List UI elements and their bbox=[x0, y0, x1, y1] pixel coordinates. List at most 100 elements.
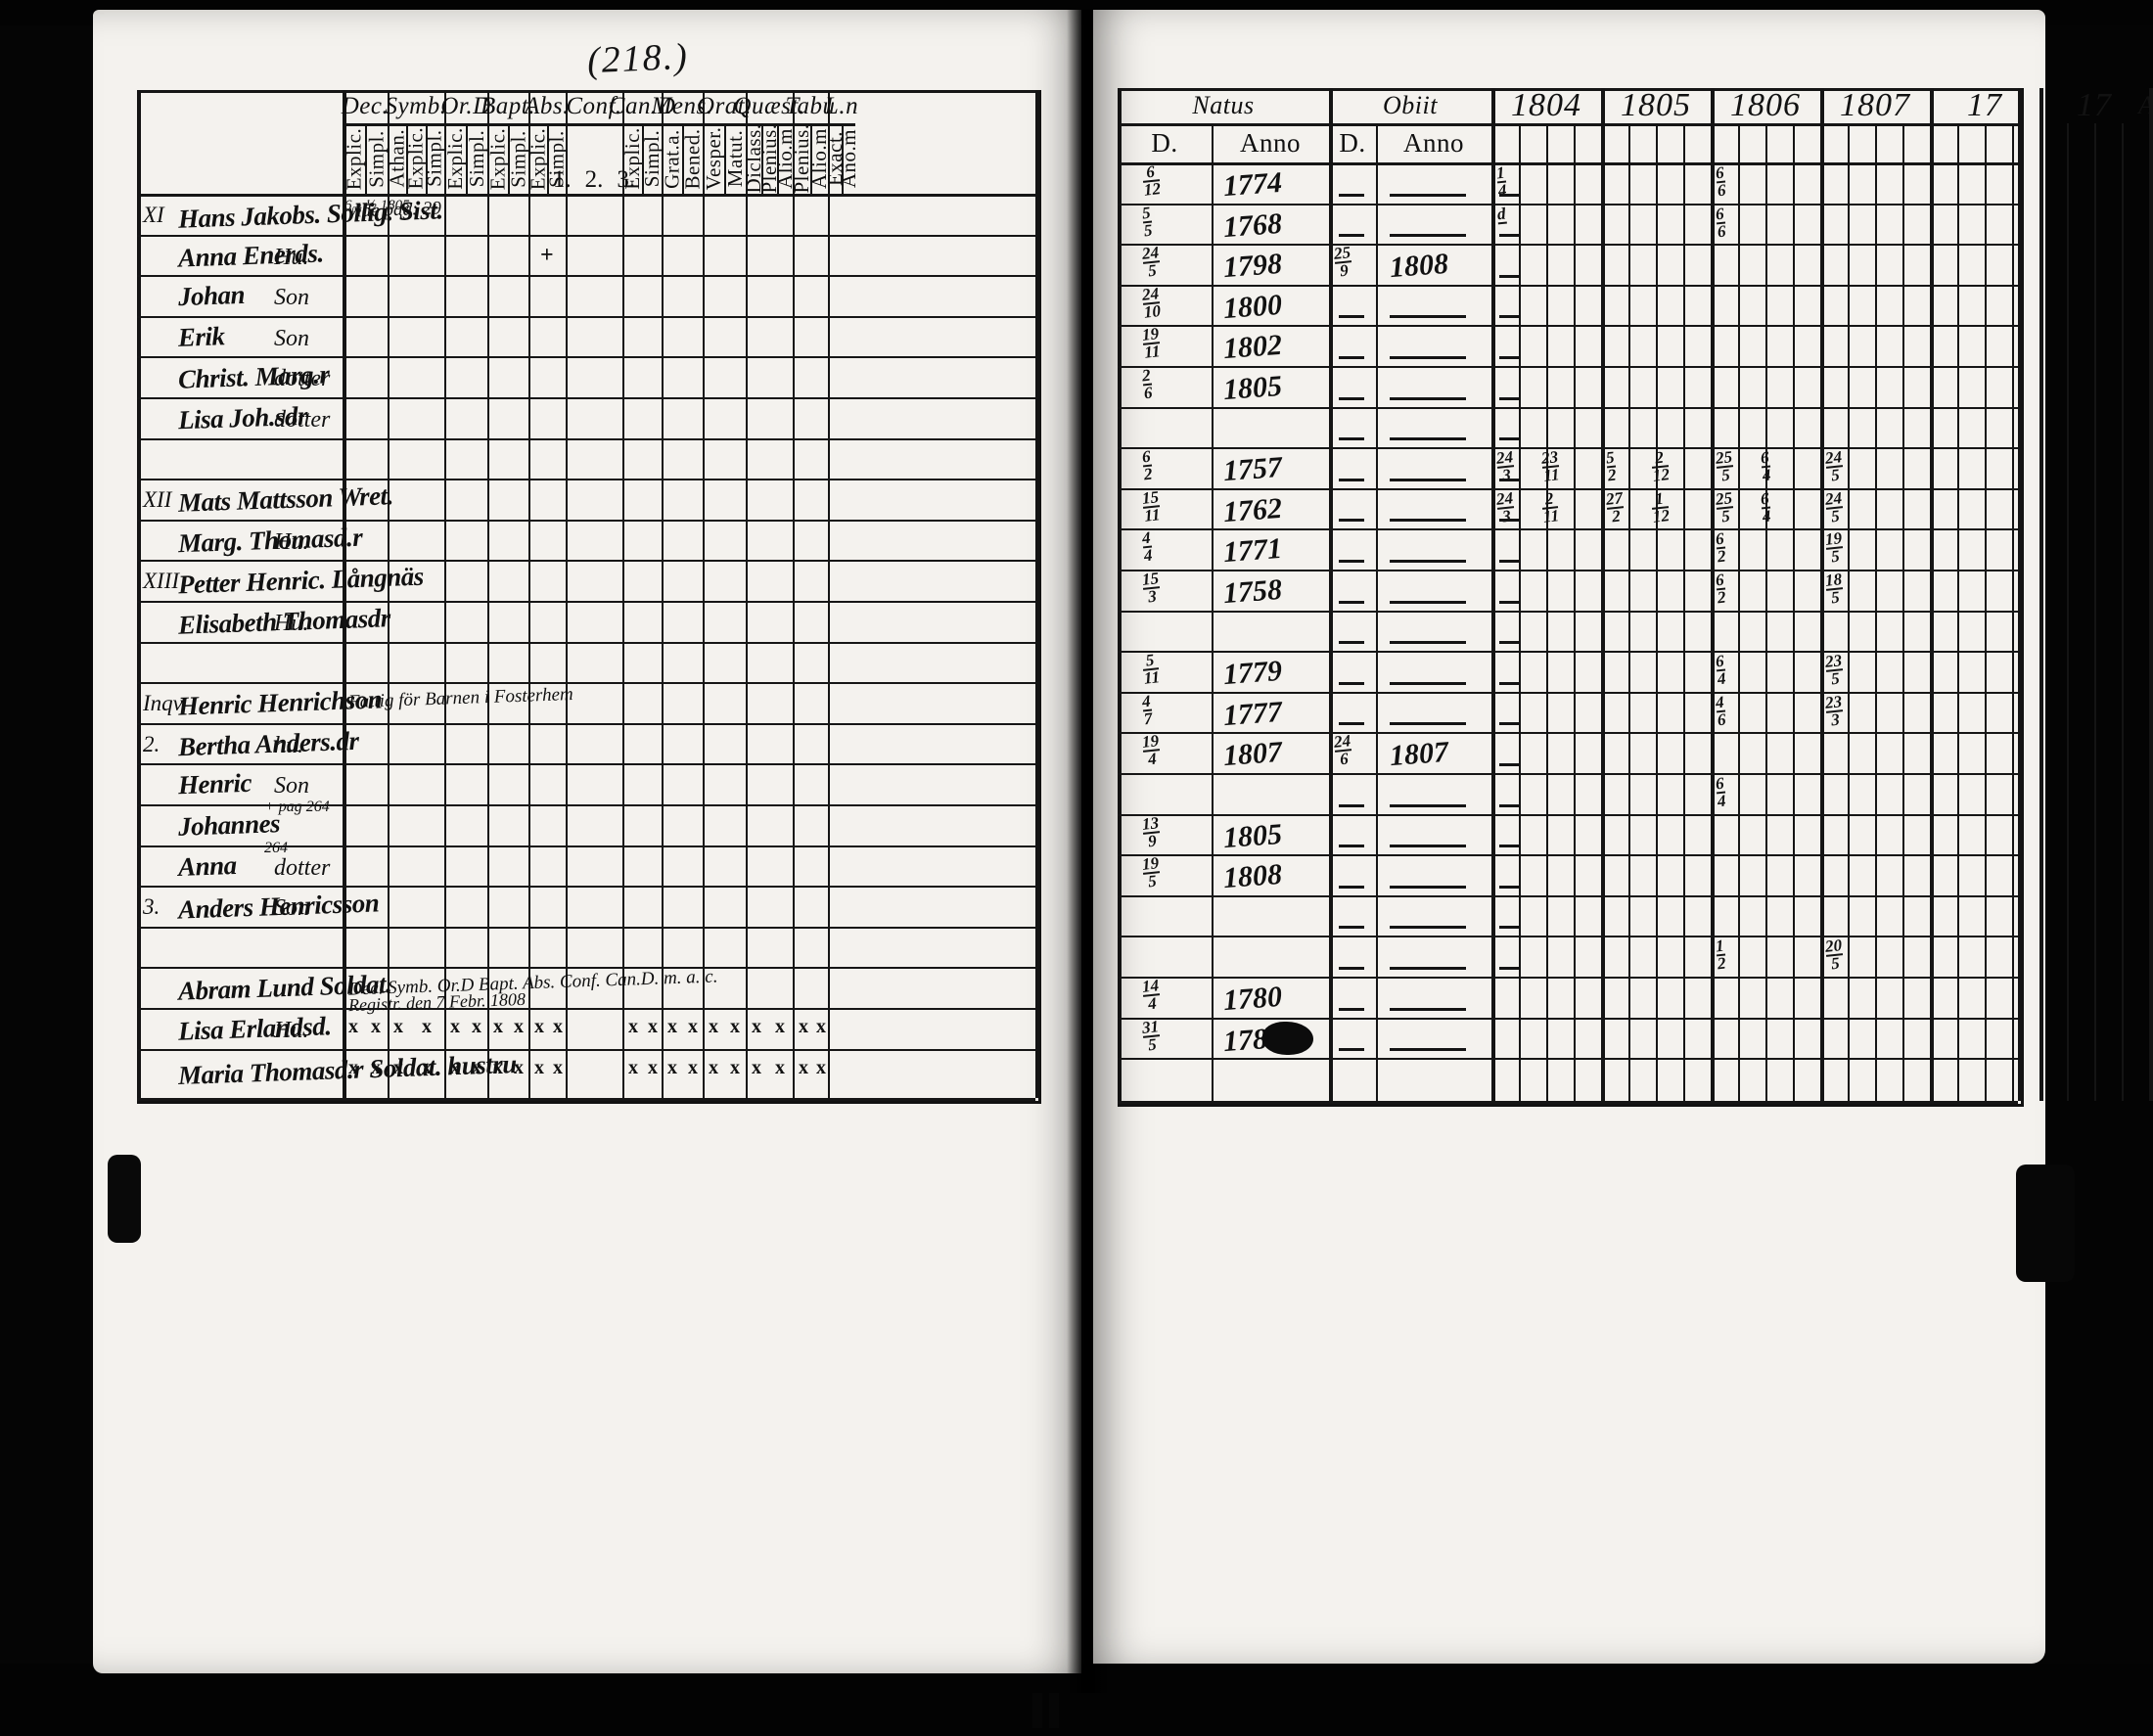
natus-day-month: 15 3 bbox=[1141, 569, 1162, 606]
empty-cell-dash bbox=[1390, 234, 1466, 238]
column-subheader-cell: Explic. bbox=[444, 123, 466, 194]
attendance-x-mark: x bbox=[799, 1056, 808, 1078]
communion-date: 20 5 bbox=[1824, 936, 1845, 973]
date-day: 18 bbox=[1824, 570, 1843, 590]
column-header-label: Bapt. bbox=[481, 93, 535, 119]
obiit-year: 1808 bbox=[1388, 248, 1450, 285]
empty-cell-dash bbox=[1390, 722, 1466, 726]
natus-year: 1768 bbox=[1221, 206, 1284, 244]
table-horizontal-rule bbox=[1118, 813, 2018, 816]
left-page: (218.) Dec. Explic. Simpl. Symb. Athan. Expli… bbox=[93, 10, 1081, 1673]
entry-name: Erik bbox=[177, 320, 226, 352]
right-page: (319.) NatusObiit18041805180618071717Acc… bbox=[1093, 10, 2153, 1664]
scan-left-notch bbox=[108, 1155, 141, 1243]
table-horizontal-rule bbox=[137, 234, 1035, 237]
natus-day-month: 15 11 bbox=[1141, 487, 1162, 525]
year-group-header-1807: 1807 bbox=[1820, 87, 1930, 123]
date-day: 23 bbox=[1540, 447, 1559, 469]
date-day: 5 bbox=[1141, 203, 1152, 223]
entry-relation: Son bbox=[274, 895, 309, 922]
date-month: 5 bbox=[1825, 953, 1845, 973]
column-subheader-cell: Grat.a. bbox=[662, 123, 682, 194]
attendance-x-mark: x bbox=[534, 1016, 544, 1037]
column-subheader-label: Explic. bbox=[406, 127, 426, 190]
attendance-x-mark: x bbox=[450, 1056, 460, 1078]
column-header-symb: Symb. bbox=[386, 90, 446, 123]
communion-date: 19 5 bbox=[1824, 528, 1845, 566]
column-subheader-label: Explic. bbox=[622, 127, 642, 190]
attendance-x-mark: x bbox=[553, 1056, 563, 1078]
column-header-label: Conf. bbox=[566, 93, 622, 119]
column-header-label: Dec. bbox=[341, 93, 389, 119]
table-vertical-rule bbox=[1711, 88, 1715, 1101]
natus-day-month: 19 11 bbox=[1141, 324, 1162, 362]
date-day: 6 bbox=[1145, 161, 1156, 182]
table-horizontal-rule bbox=[1118, 244, 2018, 247]
date-day: 20 bbox=[1824, 936, 1843, 957]
table-vertical-rule bbox=[365, 123, 367, 194]
natus-year: 1805 bbox=[1221, 817, 1284, 854]
date-month: 6 bbox=[1716, 180, 1727, 200]
column-header-label: Orat. bbox=[697, 93, 752, 119]
row-ordinal: Inqv. bbox=[143, 691, 187, 716]
column-subheader-cell: Plenius. bbox=[793, 123, 810, 194]
row-ordinal: XII bbox=[143, 487, 172, 513]
empty-cell-dash bbox=[1339, 926, 1364, 930]
year-group-header-1806: 1806 bbox=[1711, 87, 1820, 123]
subheader-label: Anno bbox=[1240, 127, 1301, 158]
communion-date: 23 11 bbox=[1540, 447, 1561, 485]
date-day: 19 bbox=[1141, 324, 1160, 345]
attendance-x-mark: x bbox=[648, 1016, 658, 1037]
date-day: 23 bbox=[1824, 651, 1843, 672]
table-horizontal-rule bbox=[137, 886, 1035, 889]
empty-cell-dash bbox=[1390, 1048, 1466, 1052]
date-month: 5 bbox=[1825, 546, 1845, 566]
date-day: 15 bbox=[1141, 569, 1160, 589]
empty-cell-dash bbox=[1390, 519, 1466, 523]
date-day: 5 bbox=[1605, 447, 1616, 468]
column-header-tabu: Tabu bbox=[785, 90, 835, 123]
entry-relation: Son bbox=[274, 325, 309, 351]
date-day: d bbox=[1495, 204, 1507, 223]
column-subheader-label: Grat.a. bbox=[662, 128, 682, 189]
column-subheader-label: Diclass. bbox=[746, 123, 761, 194]
natus-year: 1780 bbox=[1221, 980, 1284, 1018]
natus-day-month: 24 5 bbox=[1141, 243, 1162, 280]
empty-cell-dash bbox=[1390, 681, 1466, 685]
column-header-conf: Conf. bbox=[566, 90, 622, 123]
date-month: 4 bbox=[1142, 992, 1162, 1013]
empty-cell-dash bbox=[1499, 926, 1519, 930]
date-day: 19 bbox=[1824, 528, 1843, 550]
entry-relation: dotter bbox=[274, 366, 331, 392]
column-subheader-label: Alio.m bbox=[810, 128, 828, 189]
date-month: 5 bbox=[1716, 464, 1735, 484]
column-subheader-label: Vesper. bbox=[703, 126, 724, 191]
date-month: 11 bbox=[1142, 504, 1162, 525]
date-month: 11 bbox=[1541, 505, 1560, 526]
table-vertical-rule bbox=[842, 123, 844, 194]
subheader-D: D. bbox=[1118, 123, 1212, 162]
year-group-header-Obiit: Obiit bbox=[1329, 88, 1491, 123]
year-group-header-label: 1806 bbox=[1730, 87, 1801, 123]
entry-note-small: 264 bbox=[264, 839, 288, 856]
date-day: 24 bbox=[1333, 731, 1351, 753]
subheader-label: D. bbox=[1151, 127, 1178, 158]
subheader-label: Anno bbox=[1403, 127, 1464, 158]
communion-date: 23 3 bbox=[1824, 692, 1845, 729]
table-horizontal-rule bbox=[1118, 732, 2018, 735]
date-month: 2 bbox=[1606, 465, 1618, 485]
date-month: 5 bbox=[1142, 870, 1162, 891]
column-subheader-label: Explic. bbox=[528, 127, 547, 190]
entry-name: Lisa Erlandsd. bbox=[177, 1011, 333, 1046]
column-header-label: Can.D bbox=[608, 93, 676, 119]
communion-date: 24 5 bbox=[1824, 488, 1845, 525]
obiit-day-month: 25 9 bbox=[1333, 243, 1353, 280]
table-vertical-rule bbox=[724, 123, 726, 194]
empty-cell-dash bbox=[1499, 641, 1519, 645]
date-day: 24 bbox=[1495, 447, 1514, 469]
row-ordinal: XIII bbox=[143, 569, 180, 594]
date-day: 4 bbox=[1141, 528, 1152, 548]
date-month: 6 bbox=[1716, 220, 1727, 241]
empty-cell-dash bbox=[1390, 437, 1466, 441]
table-horizontal-rule bbox=[1118, 123, 2018, 126]
